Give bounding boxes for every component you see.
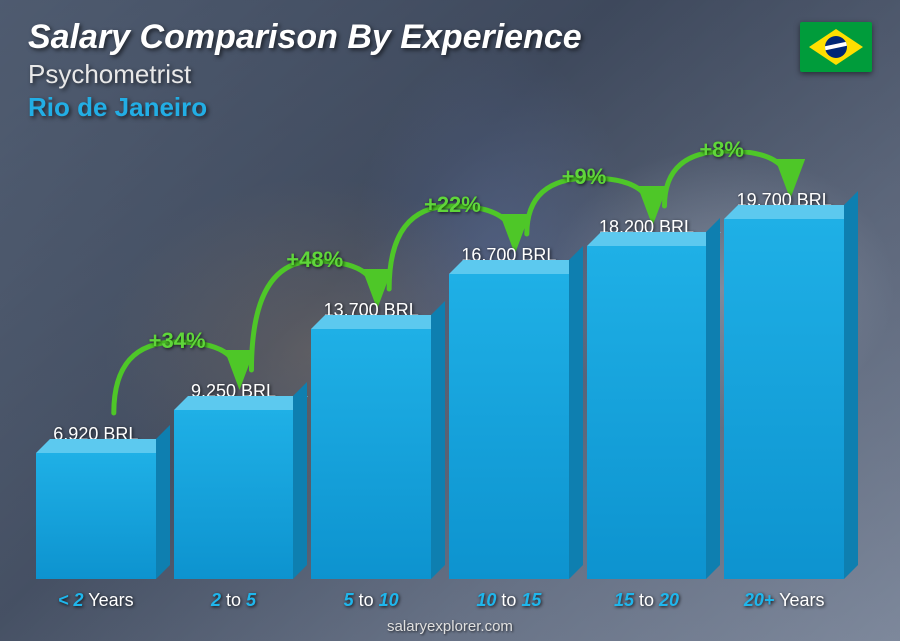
- chart-title: Salary Comparison By Experience: [28, 18, 872, 57]
- flag-brazil-icon: [800, 22, 872, 72]
- bar-slot: 18,200 BRL: [587, 150, 707, 579]
- x-axis-label: 15 to 20: [587, 590, 707, 611]
- bar: [449, 274, 569, 579]
- bar: [174, 410, 294, 579]
- x-axis-label: 2 to 5: [174, 590, 294, 611]
- x-axis-label: 20+ Years: [724, 590, 844, 611]
- bar-slot: 6,920 BRL: [36, 150, 156, 579]
- bar-slot: 19,700 BRL: [724, 150, 844, 579]
- bar: [36, 453, 156, 579]
- percent-increase-label: +48%: [286, 247, 343, 273]
- x-axis-label: < 2 Years: [36, 590, 156, 611]
- header: Salary Comparison By Experience Psychome…: [28, 18, 872, 123]
- percent-increase-label: +8%: [699, 137, 744, 163]
- bar: [587, 246, 707, 579]
- chart-subtitle: Psychometrist: [28, 59, 872, 90]
- percent-increase-label: +9%: [562, 164, 607, 190]
- bar: [724, 219, 844, 579]
- x-axis-label: 10 to 15: [449, 590, 569, 611]
- bar-slot: 13,700 BRL: [311, 150, 431, 579]
- bar-slot: 9,250 BRL: [174, 150, 294, 579]
- x-axis-label: 5 to 10: [311, 590, 431, 611]
- chart-location: Rio de Janeiro: [28, 92, 872, 123]
- x-axis: < 2 Years 2 to 5 5 to 10 10 to 15 15 to 20 20…: [30, 590, 850, 611]
- percent-increase-label: +34%: [149, 328, 206, 354]
- footer-attribution: salaryexplorer.com: [0, 618, 900, 635]
- percent-increase-label: +22%: [424, 192, 481, 218]
- bar: [311, 329, 431, 579]
